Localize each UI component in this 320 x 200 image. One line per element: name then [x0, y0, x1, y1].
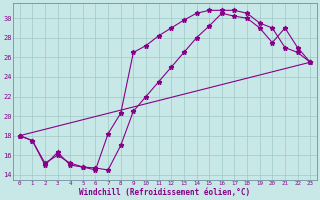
X-axis label: Windchill (Refroidissement éolien,°C): Windchill (Refroidissement éolien,°C): [79, 188, 251, 197]
